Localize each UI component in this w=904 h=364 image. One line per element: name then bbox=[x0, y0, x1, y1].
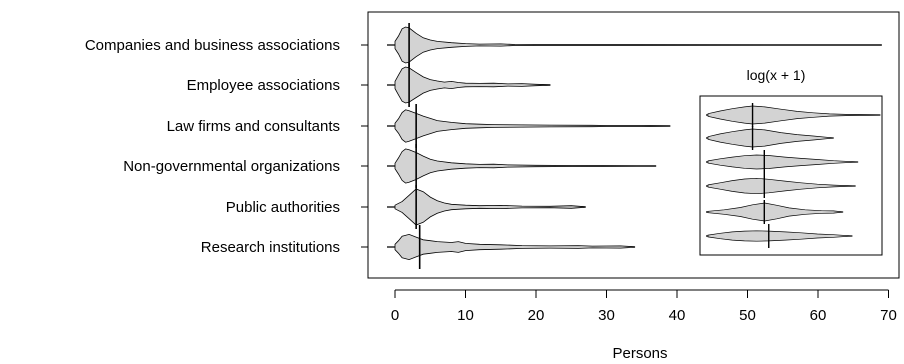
x-tick-label-0: 0 bbox=[391, 307, 399, 324]
x-axis: 0 10 20 30 40 50 60 70 bbox=[391, 289, 897, 324]
inset-frame bbox=[699, 95, 883, 256]
x-tick-label-60: 60 bbox=[810, 307, 827, 324]
category-labels: Companies and business associations Emplo… bbox=[85, 37, 368, 256]
category-label-employee-associations: Employee associations bbox=[187, 77, 340, 94]
x-tick-label-70: 70 bbox=[880, 307, 897, 324]
x-tick-label-20: 20 bbox=[528, 307, 545, 324]
violin-group bbox=[387, 23, 882, 269]
violin-companies-and-business-associations bbox=[394, 26, 882, 64]
violin-research-institutions bbox=[394, 233, 636, 261]
plot-frame bbox=[367, 11, 900, 279]
x-axis-title: Persons bbox=[612, 345, 667, 362]
x-tick-label-10: 10 bbox=[457, 307, 474, 324]
violin-law-firms-and-consultants bbox=[394, 109, 671, 143]
inset-violin-group bbox=[706, 103, 881, 248]
x-tick-label-40: 40 bbox=[669, 307, 686, 324]
category-label-law-firms-and-consultants: Law firms and consultants bbox=[167, 118, 340, 135]
category-label-non-governmental-organizations: Non-governmental organizations bbox=[123, 158, 340, 175]
inset-title: log(x + 1) bbox=[747, 67, 806, 83]
inset-violin-public-authorities bbox=[707, 202, 844, 222]
category-label-research-institutions: Research institutions bbox=[201, 239, 340, 256]
violin-employee-associations bbox=[394, 66, 551, 104]
inset-panel: log(x + 1) bbox=[699, 67, 883, 256]
violin-non-governmental-organizations bbox=[394, 148, 657, 184]
x-tick-label-30: 30 bbox=[598, 307, 615, 324]
x-tick-label-50: 50 bbox=[739, 307, 756, 324]
inset-violin-non-governmental-organizations bbox=[707, 177, 856, 195]
category-label-companies-and-business-associations: Companies and business associations bbox=[85, 37, 340, 54]
inset-violin-law-firms-and-consultants bbox=[707, 154, 859, 170]
violin-public-authorities bbox=[394, 188, 586, 226]
inset-violin-research-institutions bbox=[707, 230, 853, 242]
inset-violin-employee-associations bbox=[707, 128, 834, 148]
category-label-public-authorities: Public authorities bbox=[226, 199, 340, 216]
